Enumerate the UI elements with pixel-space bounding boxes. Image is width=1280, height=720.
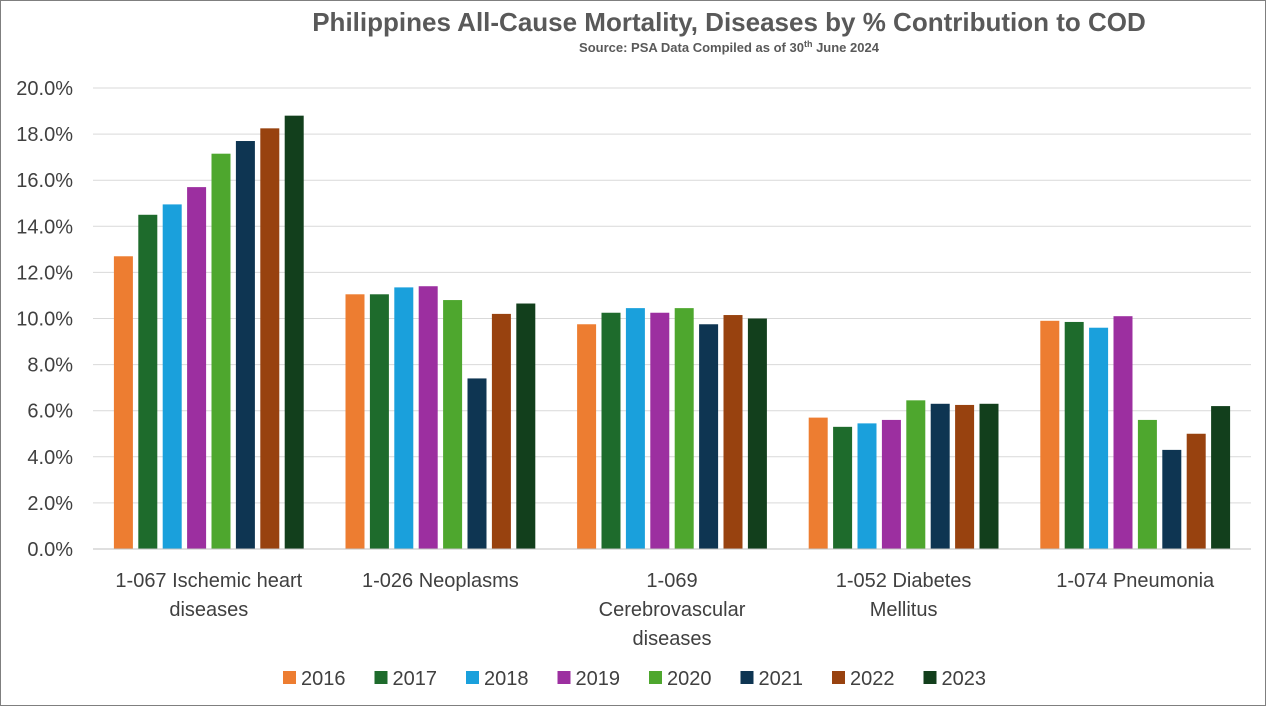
- y-tick-label: 6.0%: [27, 401, 73, 423]
- bar-2021-cat-3: [699, 324, 719, 549]
- bar-2016-cat-5: [1040, 320, 1060, 549]
- legend-swatch: [923, 671, 937, 684]
- legend-swatch: [283, 671, 296, 684]
- legend-item-2019: 2019: [557, 668, 621, 690]
- bar-2023-cat-5: [1211, 406, 1231, 549]
- bar-2020-cat-3: [674, 308, 694, 549]
- y-tick-label: 20.0%: [16, 78, 73, 100]
- x-axis-category-labels: 1-067 Ischemic heart diseases 1-026 Neopla…: [115, 570, 1215, 650]
- y-tick-label: 14.0%: [16, 216, 73, 238]
- x-category-label: 1-067 Ischemic heart diseases: [115, 570, 302, 621]
- bar-2023-cat-4: [979, 403, 999, 549]
- legend-item-2023: 2023: [923, 668, 987, 690]
- bar-2023-cat-2: [516, 303, 536, 549]
- bar-2018-cat-1: [162, 204, 182, 549]
- y-tick-label: 0.0%: [27, 539, 73, 561]
- subtitle-superscript: th: [804, 39, 813, 49]
- bar-2017-cat-5: [1064, 321, 1084, 549]
- x-category-label: 1-069 Cerebrovascular diseases: [599, 570, 746, 650]
- bar-2018-cat-4: [857, 423, 877, 549]
- x-category-label-line: 1-052 Diabetes: [836, 570, 972, 592]
- x-category-label-line: diseases: [633, 628, 712, 650]
- legend-swatch: [740, 671, 754, 684]
- x-category-label-line: 1-074 Pneumonia: [1056, 570, 1215, 592]
- bar-2021-cat-4: [930, 403, 950, 549]
- y-tick-label: 12.0%: [16, 262, 73, 284]
- subtitle-text-before: Source: PSA Data Compiled as of 30: [579, 40, 804, 55]
- bar-2020-cat-4: [906, 400, 926, 549]
- x-category-label-line: Mellitus: [870, 599, 938, 621]
- legend-label: 2017: [393, 668, 438, 690]
- y-tick-label: 8.0%: [27, 355, 73, 377]
- legend-swatch: [374, 671, 388, 684]
- chart-title: Philippines All-Cause Mortality, Disease…: [312, 7, 1146, 37]
- legend-item-2017: 2017: [374, 668, 438, 690]
- legend-label: 2021: [759, 668, 804, 690]
- legend-label: 2018: [484, 668, 529, 690]
- subtitle-text-after: June 2024: [812, 40, 879, 55]
- bar-2022-cat-2: [491, 313, 511, 549]
- x-category-label-line: Cerebrovascular: [599, 599, 746, 621]
- legend-swatch: [557, 671, 571, 684]
- legend-label: 2019: [576, 668, 621, 690]
- bar-2020-cat-5: [1137, 419, 1157, 549]
- y-tick-label: 16.0%: [16, 170, 73, 192]
- legend-item-2022: 2022: [832, 668, 895, 690]
- bars: [113, 115, 1231, 550]
- x-category-label-line: 1-026 Neoplasms: [362, 570, 519, 592]
- bar-2020-cat-2: [443, 300, 463, 549]
- bar-2018-cat-3: [625, 308, 645, 549]
- legend-item-2016: 2016: [283, 668, 346, 690]
- x-category-label: 1-052 Diabetes Mellitus: [836, 570, 972, 621]
- legend-label: 2016: [301, 668, 346, 690]
- bar-2023-cat-1: [284, 115, 304, 549]
- bar-2016-cat-1: [113, 256, 133, 549]
- bar-2018-cat-2: [394, 287, 414, 549]
- bar-2016-cat-3: [577, 324, 597, 549]
- x-category-label-line: 1-069: [646, 570, 697, 592]
- bar-2016-cat-4: [808, 417, 828, 549]
- bar-2019-cat-4: [881, 419, 901, 549]
- x-category-label-line: 1-067 Ischemic heart: [115, 570, 302, 592]
- bar-2017-cat-2: [369, 294, 389, 549]
- y-tick-label: 18.0%: [16, 124, 73, 146]
- bar-2017-cat-3: [601, 312, 621, 549]
- legend-item-2018: 2018: [466, 668, 529, 690]
- bar-2017-cat-4: [833, 426, 853, 549]
- bar-2019-cat-2: [418, 286, 438, 549]
- bar-2022-cat-5: [1186, 433, 1206, 549]
- bar-2023-cat-3: [747, 318, 767, 549]
- bar-2018-cat-5: [1089, 327, 1109, 549]
- x-category-label: 1-074 Pneumonia: [1056, 570, 1215, 592]
- bar-2020-cat-1: [211, 153, 231, 549]
- legend: 2016 2017 2018 2019 2020 2021 2022 2023: [283, 668, 986, 690]
- y-tick-label: 4.0%: [27, 447, 73, 469]
- x-category-label: 1-026 Neoplasms: [362, 570, 519, 592]
- x-category-label-line: diseases: [169, 599, 248, 621]
- bar-2016-cat-2: [345, 294, 365, 549]
- bar-2019-cat-1: [187, 187, 207, 550]
- bar-2019-cat-3: [650, 312, 670, 549]
- y-tick-label: 2.0%: [27, 493, 73, 515]
- legend-swatch: [832, 671, 845, 684]
- bar-2021-cat-5: [1162, 449, 1182, 549]
- y-tick-label: 10.0%: [16, 309, 73, 331]
- bar-2022-cat-3: [723, 315, 743, 549]
- legend-label: 2023: [942, 668, 987, 690]
- chart-subtitle: Source: PSA Data Compiled as of 30th Jun…: [579, 39, 880, 55]
- legend-label: 2022: [850, 668, 895, 690]
- legend-item-2021: 2021: [740, 668, 804, 690]
- legend-swatch: [649, 671, 662, 684]
- y-axis-tick-labels: 0.0% 2.0% 4.0% 6.0% 8.0% 10.0% 12.0% 14.0% 16.0%…: [16, 78, 73, 561]
- legend-item-2020: 2020: [649, 668, 712, 690]
- bar-2021-cat-2: [467, 378, 487, 549]
- bar-2019-cat-5: [1113, 316, 1133, 549]
- bar-2021-cat-1: [235, 141, 255, 549]
- bar-2017-cat-1: [138, 214, 158, 549]
- bar-2022-cat-4: [955, 404, 975, 549]
- bar-2022-cat-1: [260, 128, 280, 549]
- legend-swatch: [466, 671, 479, 684]
- legend-label: 2020: [667, 668, 712, 690]
